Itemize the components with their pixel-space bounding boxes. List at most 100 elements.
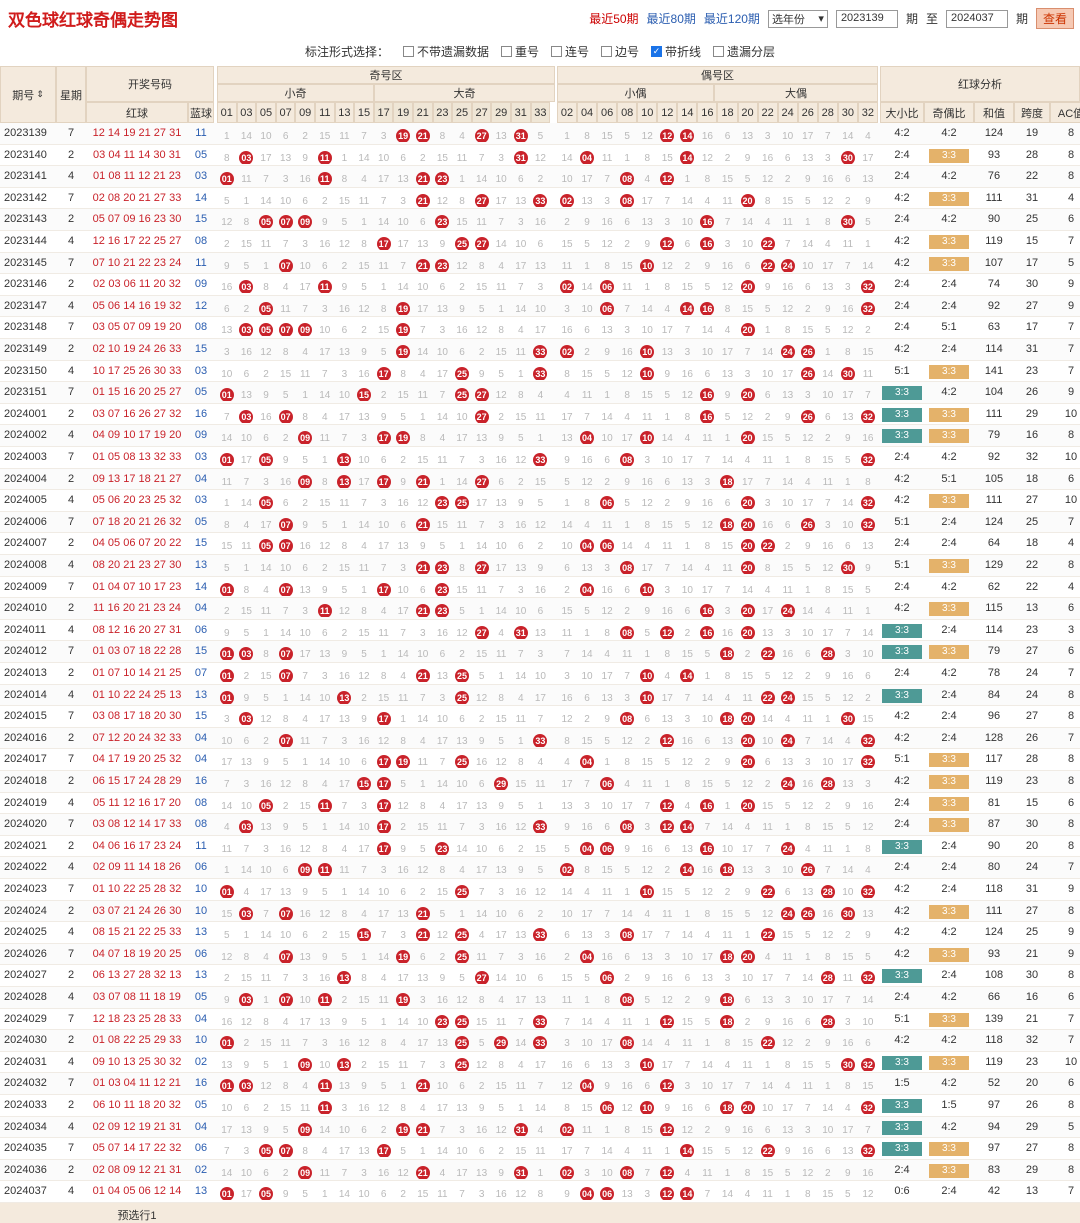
query-button[interactable]: 查看 xyxy=(1035,8,1074,29)
ratio-tag: 3:3 xyxy=(882,1099,922,1113)
recent-120-link[interactable]: 最近120期 xyxy=(703,12,760,26)
recent-50-link[interactable]: 最近50期 xyxy=(589,12,639,26)
miss-count: 15 xyxy=(240,973,252,985)
miss-count: 12 xyxy=(534,152,546,164)
odd-cell: 3 xyxy=(256,472,276,488)
miss-count: 8 xyxy=(380,671,387,682)
analysis-sum: 90 xyxy=(987,839,1001,852)
ball-06: 06 xyxy=(600,280,615,294)
miss-count: 10 xyxy=(641,325,653,337)
even-cell: 8 xyxy=(557,1098,577,1114)
from-period-input[interactable]: 2023139 xyxy=(835,9,898,28)
period-cell: 2024017 xyxy=(4,753,47,766)
to-period-input[interactable]: 2024037 xyxy=(945,9,1008,28)
miss-count: 1 xyxy=(322,1189,328,1201)
miss-count: 17 xyxy=(417,303,429,315)
odd-cell: 03 xyxy=(237,277,257,294)
odd-cell: 11 xyxy=(531,407,551,423)
odd-cell: 21 xyxy=(413,1076,433,1093)
odd-cell: 2 xyxy=(276,796,296,812)
odd-cell: 2 xyxy=(531,169,551,185)
even-cell: 15 xyxy=(557,601,577,617)
ratio-tag: 3:3 xyxy=(882,429,922,444)
miss-count: 9 xyxy=(664,368,671,380)
recent-80-link[interactable]: 最近80期 xyxy=(646,12,696,26)
checkbox-icon[interactable] xyxy=(713,45,725,57)
even-cell: 1 xyxy=(798,947,818,963)
even-cell: 7 xyxy=(697,450,717,466)
odd-cell: 10 xyxy=(354,817,374,833)
miss-count: 9 xyxy=(744,152,751,164)
miss-count: 12 xyxy=(822,563,834,574)
even-cell: 15 xyxy=(778,925,798,941)
analysis-oe: 4:2 xyxy=(941,1120,957,1133)
even-cell: 10 xyxy=(717,839,737,855)
option-1[interactable]: 重号 xyxy=(500,43,539,60)
odd-cell: 3 xyxy=(315,666,335,682)
even-cell: 11 xyxy=(838,968,858,984)
checkbox-icon[interactable] xyxy=(550,45,562,57)
analysis-span: 32 xyxy=(1025,451,1039,463)
ball-32: 32 xyxy=(860,496,875,510)
option-2[interactable]: 连号 xyxy=(550,43,589,60)
miss-count: 15 xyxy=(782,563,794,574)
checkbox-icon[interactable]: ✓ xyxy=(651,45,663,57)
even-cell: 11 xyxy=(798,1076,818,1092)
odd-cell: 33 xyxy=(531,364,551,380)
ball-17: 17 xyxy=(376,712,391,726)
miss-count: 13 xyxy=(681,476,693,488)
ball-21: 21 xyxy=(415,1122,430,1136)
odd-cell: 16 xyxy=(393,860,413,876)
checkbox-icon[interactable] xyxy=(402,45,414,57)
ball-20: 20 xyxy=(740,561,755,574)
odd-cell: 2 xyxy=(433,947,453,963)
analysis-ac: 7 xyxy=(1067,861,1075,874)
miss-count: 11 xyxy=(378,995,389,1006)
even-cell: 11 xyxy=(758,817,778,833)
option-3[interactable]: 边号 xyxy=(601,43,639,60)
checkbox-icon[interactable] xyxy=(500,45,512,57)
option-5[interactable]: 遗漏分层 xyxy=(713,43,775,60)
even-cell: 8 xyxy=(637,148,657,164)
checkbox-icon[interactable] xyxy=(601,45,612,57)
even-cell: 13 xyxy=(597,688,617,704)
miss-count: 6 xyxy=(564,563,570,574)
table-row: 2023147 4 05 06 14 16 19 32 12 6 2 05 11 7 3 16 12 8… xyxy=(0,295,1080,318)
week-cell: 4 xyxy=(67,494,75,507)
miss-count: 6 xyxy=(764,390,771,402)
sort-icon[interactable]: ⇕ xyxy=(36,89,44,99)
miss-count: 4 xyxy=(439,433,446,445)
option-0[interactable]: 不带遗漏数据 xyxy=(402,43,489,60)
odd-cell: 2 xyxy=(472,709,492,725)
miss-count: 3 xyxy=(584,800,590,812)
ball-03: 03 xyxy=(239,280,254,294)
odd-cell: 3 xyxy=(511,947,531,963)
miss-count: 6 xyxy=(584,1059,590,1071)
miss-count: 11 xyxy=(762,1189,773,1201)
table-row: 2024023 7 01 10 22 25 28 32 10 01 4 17 13 9 5 1 14 1… xyxy=(0,879,1080,901)
odd-cell: 11 xyxy=(531,1141,551,1157)
miss-count: 16 xyxy=(397,498,409,510)
blue-ball-cell: 03 xyxy=(194,451,208,463)
odd-cell: 14 xyxy=(472,536,492,552)
miss-count: 10 xyxy=(240,433,252,445)
miss-count: 12 xyxy=(495,390,507,402)
even-cell: 20 xyxy=(738,623,758,639)
odd-cell: 5 xyxy=(335,212,355,228)
miss-count: 14 xyxy=(436,779,448,790)
odd-cell: 11 xyxy=(472,212,492,228)
option-4[interactable]: ✓ 带折线 xyxy=(651,43,701,60)
miss-count: 3 xyxy=(459,1124,465,1136)
even-cell: 14 xyxy=(798,601,818,617)
miss-count: 8 xyxy=(243,584,250,596)
miss-count: 15 xyxy=(378,692,390,704)
miss-count: 10 xyxy=(561,541,573,553)
even-cell: 12 xyxy=(677,385,697,401)
miss-count: 12 xyxy=(661,260,673,272)
header-odd-zone: 奇号区 xyxy=(217,66,555,84)
miss-count: 13 xyxy=(221,1059,233,1071)
miss-count: 13 xyxy=(862,541,874,553)
year-select[interactable]: 选年份 ▾ xyxy=(767,9,828,28)
miss-count: 10 xyxy=(358,1189,370,1201)
miss-count: 13 xyxy=(782,757,794,769)
